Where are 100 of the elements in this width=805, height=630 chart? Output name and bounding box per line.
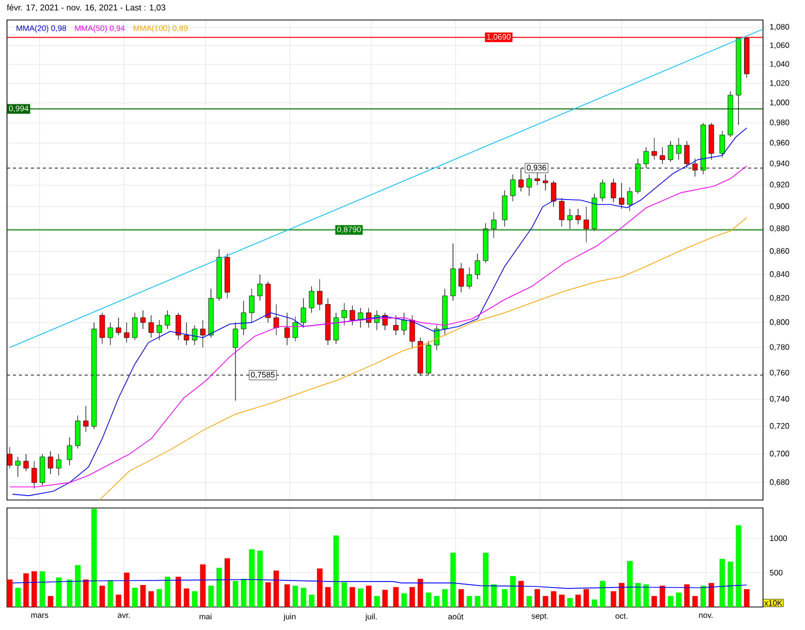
bar (692, 596, 698, 608)
candlestick (325, 298, 331, 346)
candlestick (83, 406, 89, 432)
bar (744, 589, 750, 608)
candlestick (342, 302, 347, 326)
candlestick (148, 315, 154, 338)
candlestick (652, 138, 657, 160)
bar (300, 588, 306, 608)
candlestick (610, 178, 616, 203)
candlestick (75, 415, 80, 449)
candlestick (208, 288, 214, 338)
candlestick (482, 223, 488, 264)
candlestick (23, 454, 29, 472)
candlestick (164, 310, 170, 330)
bar (74, 565, 80, 608)
candlestick (300, 298, 306, 328)
bar (409, 587, 415, 608)
candlestick (265, 281, 271, 323)
bar (284, 584, 290, 608)
bar (274, 570, 279, 608)
bar (341, 582, 347, 608)
bar (518, 580, 524, 608)
bar (393, 587, 399, 608)
bar (257, 550, 263, 608)
candlestick (643, 147, 649, 168)
bar (240, 578, 246, 608)
candlestick (176, 312, 181, 340)
bar (600, 580, 606, 608)
bar (148, 591, 154, 608)
candlestick (720, 130, 725, 158)
bar (534, 589, 540, 608)
candlestick (200, 320, 206, 348)
bar (627, 560, 632, 608)
bar (567, 598, 573, 608)
bar (216, 568, 222, 608)
bar (592, 599, 598, 608)
bar (643, 584, 649, 608)
bar (23, 573, 29, 608)
bar (401, 593, 407, 608)
bar (132, 588, 138, 608)
candlestick (156, 320, 162, 340)
bar (676, 592, 682, 608)
candlestick (700, 122, 706, 175)
candlestick (124, 322, 130, 343)
candlestick (668, 140, 674, 162)
bar (491, 584, 497, 608)
bar (426, 592, 432, 608)
candlestick (257, 274, 263, 301)
candlestick (56, 454, 62, 476)
candlestick (600, 180, 606, 202)
bar (232, 580, 238, 608)
candlestick (48, 451, 54, 474)
bar (224, 558, 230, 608)
bar (652, 596, 657, 608)
candlestick (728, 91, 734, 138)
bar (7, 580, 12, 608)
bar (542, 596, 548, 608)
candlestick (401, 312, 407, 336)
candlestick (684, 140, 690, 168)
candlestick (592, 193, 598, 232)
candlestick (184, 322, 190, 346)
candlestick (618, 182, 624, 210)
candlestick (635, 158, 641, 194)
bar (736, 525, 742, 608)
bar (434, 596, 440, 608)
bar (660, 586, 666, 608)
bar (550, 591, 556, 608)
bar (317, 568, 322, 608)
candlestick (224, 254, 230, 298)
candlestick (660, 147, 666, 164)
candlestick (418, 337, 424, 376)
candlestick (575, 208, 581, 225)
bar (668, 596, 674, 608)
candlestick (292, 316, 298, 342)
candlestick (559, 198, 564, 227)
candlestick (692, 158, 698, 177)
candlestick (550, 180, 556, 207)
bar (366, 586, 372, 608)
candlestick (308, 286, 314, 313)
bar (48, 596, 54, 608)
bar (559, 594, 564, 608)
candlestick (410, 315, 415, 348)
candlestick (627, 186, 632, 212)
bar (325, 587, 331, 608)
candlestick (91, 322, 97, 430)
candlestick (15, 456, 21, 478)
bar (510, 576, 516, 608)
bar (265, 582, 271, 608)
candlestick (32, 460, 37, 489)
candlestick (458, 262, 464, 293)
bar (635, 582, 641, 608)
candlestick (567, 208, 573, 229)
bar (40, 571, 46, 608)
candlestick (100, 312, 105, 344)
candlestick (240, 300, 246, 336)
bar (333, 536, 339, 608)
candlestick (450, 243, 456, 301)
bar (708, 582, 714, 608)
bar (66, 580, 72, 608)
candlestick (676, 138, 682, 160)
